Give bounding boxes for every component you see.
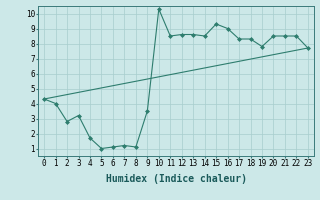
X-axis label: Humidex (Indice chaleur): Humidex (Indice chaleur) bbox=[106, 174, 246, 184]
